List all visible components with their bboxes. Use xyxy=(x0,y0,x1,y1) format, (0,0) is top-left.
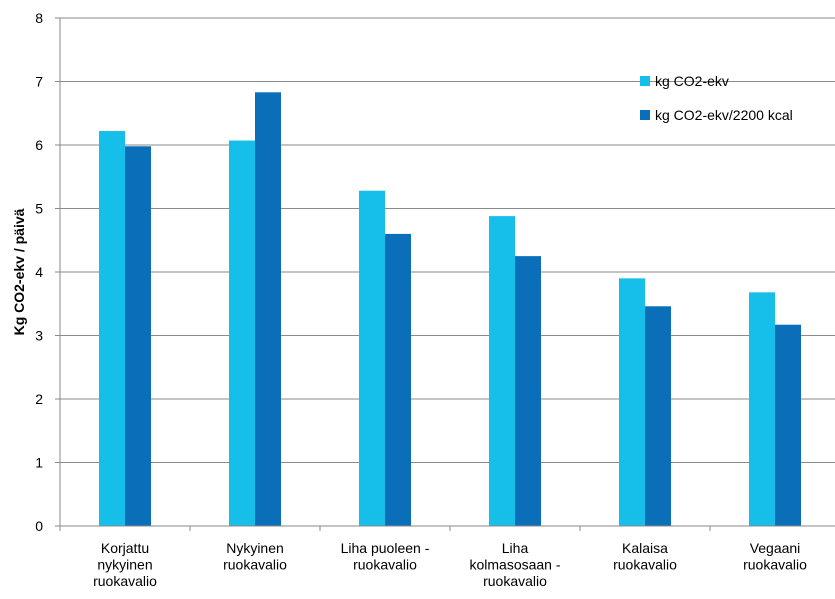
y-tick-label: 1 xyxy=(35,455,43,471)
gridlines xyxy=(55,17,835,527)
bar-kg-co2-ekv-per-2200-kcal xyxy=(255,92,281,527)
bar-kg-co2-ekv xyxy=(749,292,775,526)
bar-kg-co2-ekv xyxy=(99,131,125,526)
legend-label: kg CO2-ekv/2200 kcal xyxy=(655,107,793,123)
y-tick-label: 6 xyxy=(35,137,43,153)
x-category-label: ruokavalio xyxy=(353,557,417,573)
legend-swatch xyxy=(640,76,650,86)
axes xyxy=(59,18,835,527)
y-tick-label: 0 xyxy=(35,518,43,534)
x-category-label: ruokavalio xyxy=(613,557,677,573)
legend-label: kg CO2-ekv xyxy=(655,73,729,89)
x-category-label: ruokavalio xyxy=(93,573,157,589)
bar-kg-co2-ekv-per-2200-kcal xyxy=(125,146,151,526)
y-axis-label: Kg CO2-ekv / päivä xyxy=(11,208,27,335)
x-category-label: Korjattu xyxy=(101,540,149,556)
y-tick-label: 8 xyxy=(35,10,43,26)
bars xyxy=(99,92,801,527)
bar-kg-co2-ekv-per-2200-kcal xyxy=(515,256,541,526)
x-category-label: kolmasosaan - xyxy=(469,557,560,573)
y-tick-label: 2 xyxy=(35,391,43,407)
bar-kg-co2-ekv xyxy=(489,216,515,526)
bar-kg-co2-ekv-per-2200-kcal xyxy=(385,233,411,526)
bar-kg-co2-ekv-per-2200-kcal xyxy=(775,324,801,526)
bar-kg-co2-ekv xyxy=(229,140,255,526)
x-category-label: Kalaisa xyxy=(622,540,668,556)
x-category-label: Nykyinen xyxy=(226,540,284,556)
y-tick-label: 3 xyxy=(35,328,43,344)
bar-kg-co2-ekv xyxy=(619,278,645,526)
x-category-label: ruokavalio xyxy=(743,557,807,573)
y-tick-label: 4 xyxy=(35,264,43,280)
x-category-label: nykyinen xyxy=(97,557,152,573)
x-category-labels: KorjattunykyinenruokavalioNykyinenruokav… xyxy=(59,526,807,589)
x-category-label: Liha xyxy=(502,540,529,556)
bar-kg-co2-ekv-per-2200-kcal xyxy=(645,306,671,526)
y-tick-label: 5 xyxy=(35,201,43,217)
x-category-label: ruokavalio xyxy=(223,557,287,573)
legend-swatch xyxy=(640,110,650,120)
bar-kg-co2-ekv xyxy=(359,190,385,526)
y-tick-labels: 0 1 2 3 4 5 6 7 8 xyxy=(35,10,43,534)
x-category-label: Vegaani xyxy=(750,540,801,556)
x-category-label: Liha puoleen - xyxy=(341,540,430,556)
y-tick-label: 7 xyxy=(35,74,43,90)
x-category-label: ruokavalio xyxy=(483,573,547,589)
legend: kg CO2-ekv kg CO2-ekv/2200 kcal xyxy=(640,73,793,123)
